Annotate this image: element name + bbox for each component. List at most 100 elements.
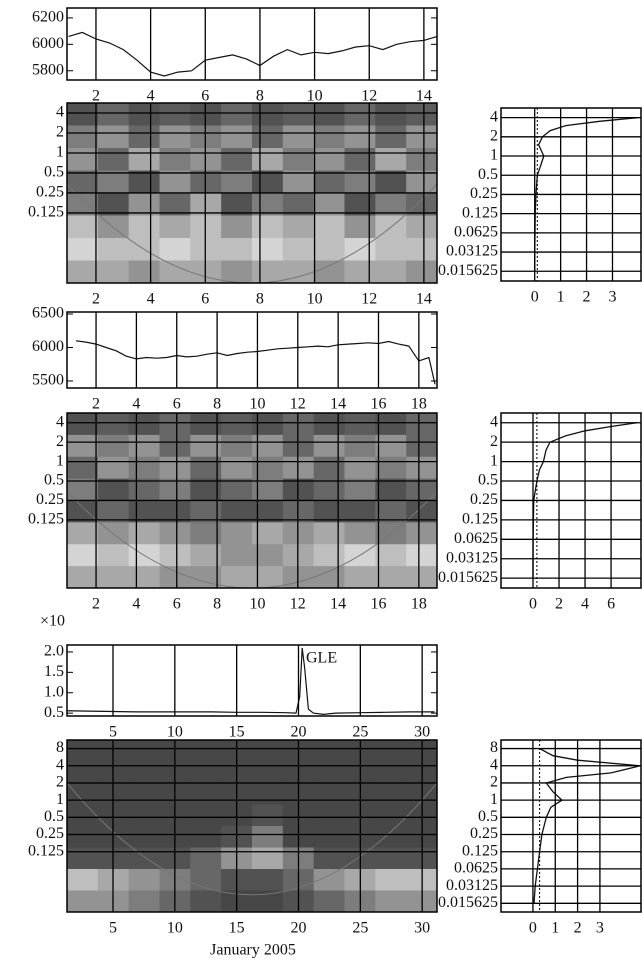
- heatmap-cell: [375, 869, 406, 891]
- heatmap-cell: [190, 261, 221, 284]
- heatmap-cell: [98, 261, 129, 284]
- heatmap-cell: [375, 848, 406, 870]
- y-tick-label: 0.25: [36, 825, 64, 842]
- heatmap-cell: [314, 413, 345, 435]
- heatmap-cell: [314, 826, 345, 848]
- heatmap-cell: [283, 261, 314, 284]
- heatmap-cell: [252, 522, 283, 544]
- heatmap-cell: [314, 762, 345, 784]
- x-tick-label: 15: [229, 920, 245, 937]
- heatmap-cell: [345, 171, 376, 194]
- y-tick-label: 0.5: [478, 808, 498, 825]
- data-line: [69, 32, 438, 76]
- heatmap-cell: [190, 891, 221, 913]
- heatmap-cell: [406, 457, 437, 479]
- heatmap-cell: [129, 103, 160, 126]
- heatmap-cell: [252, 261, 283, 284]
- x-tick-label: 1: [551, 920, 559, 937]
- plot-area: [76, 341, 435, 385]
- x-tick-label: 5: [109, 724, 117, 741]
- heatmap-cell: [283, 148, 314, 171]
- heatmap-cell: [406, 148, 437, 171]
- x-tick-label: 10: [307, 291, 323, 308]
- heatmap-cell: [252, 148, 283, 171]
- heatmap-cell: [98, 544, 129, 566]
- x-tick-label: 2: [92, 396, 100, 413]
- spectrum-line: [534, 749, 640, 904]
- x-tick-label: 14: [330, 396, 346, 413]
- heatmap-cell: [314, 848, 345, 870]
- heatmap-cell: [314, 522, 345, 544]
- heatmap-cell: [67, 826, 98, 848]
- x-tick-label: 10: [307, 88, 323, 105]
- heatmap-cell: [283, 457, 314, 479]
- heatmap-cell: [314, 435, 345, 457]
- heatmap-cell: [406, 238, 437, 261]
- heatmap-cell: [283, 566, 314, 588]
- x-tick-label: 2: [583, 289, 591, 306]
- y-tick-label: 1: [490, 147, 498, 164]
- heatmap-cell: [283, 171, 314, 194]
- x-tick-label: 18: [411, 396, 427, 413]
- y-tick-label: 2: [490, 433, 498, 450]
- heatmap-cell: [314, 891, 345, 913]
- heatmap-cell: [283, 435, 314, 457]
- y-tick-label: 0.5: [44, 472, 64, 489]
- x-tick-label: 0: [529, 596, 537, 613]
- x-tick-label: 10: [249, 396, 265, 413]
- heatmap-cell: [314, 103, 345, 126]
- y-tick-label: 2: [56, 774, 64, 791]
- heatmap-cell: [98, 103, 129, 126]
- heatmap-cell: [129, 869, 160, 891]
- y-tick-label: 0.0625: [454, 224, 498, 241]
- heatmap-cell: [314, 148, 345, 171]
- y-tick-label: 4: [490, 413, 498, 430]
- heatmap-cell: [160, 479, 191, 501]
- y-tick-label: 0.25: [36, 491, 64, 508]
- heatmap-cell: [221, 103, 252, 126]
- x-tick-label: 30: [414, 724, 430, 741]
- heatmap-cell: [221, 148, 252, 171]
- heatmap-cell: [375, 413, 406, 435]
- x-tick-label: 10: [167, 920, 183, 937]
- heatmap-cell: [67, 171, 98, 194]
- y-tick-label: 0.25: [470, 491, 498, 508]
- x-tick-label: 10: [167, 724, 183, 741]
- heatmap-cell: [221, 413, 252, 435]
- y-tick-label: 0.25: [36, 184, 64, 201]
- heatmap-cell: [221, 216, 252, 239]
- y-tick-label: 6200: [32, 9, 64, 26]
- heatmap-cell: [160, 126, 191, 149]
- heatmap-cell: [98, 566, 129, 588]
- panel: 24681012141618550060006500: [32, 305, 437, 413]
- heatmap-cell: [129, 479, 160, 501]
- y-tick-label: 0.125: [462, 842, 498, 859]
- x-tick-label: 14: [416, 88, 432, 105]
- x-tick-label: 30: [414, 920, 430, 937]
- x-tick-label: 12: [361, 291, 377, 308]
- heatmap-cell: [252, 826, 283, 848]
- x-tick-label: 0: [531, 289, 539, 306]
- y-tick-label: 0.125: [462, 511, 498, 528]
- heatmap-cell: [406, 103, 437, 126]
- heatmap-cell: [406, 544, 437, 566]
- x-tick-label: 0: [529, 920, 537, 937]
- heatmap-cell: [314, 544, 345, 566]
- heatmap-cell: [67, 216, 98, 239]
- heatmap-cell: [129, 891, 160, 913]
- x-tick-label: 6: [173, 396, 181, 413]
- x-tick-label: 5: [109, 920, 117, 937]
- heatmap-cell: [375, 566, 406, 588]
- heatmap-cell: [67, 103, 98, 126]
- heatmap-cell: [252, 238, 283, 261]
- y-tick-label: 1: [56, 144, 64, 161]
- y-tick-label: 2: [56, 433, 64, 450]
- panel: 24681012140.1250.250.5124: [28, 103, 438, 308]
- y-tick-label: 0.5: [44, 704, 64, 721]
- y-tick-label: 1: [56, 791, 64, 808]
- y-tick-label: 4: [56, 756, 64, 773]
- x-tick-label: 6: [173, 596, 181, 613]
- x-tick-label: 4: [581, 596, 589, 613]
- y-tick-label: 1: [490, 452, 498, 469]
